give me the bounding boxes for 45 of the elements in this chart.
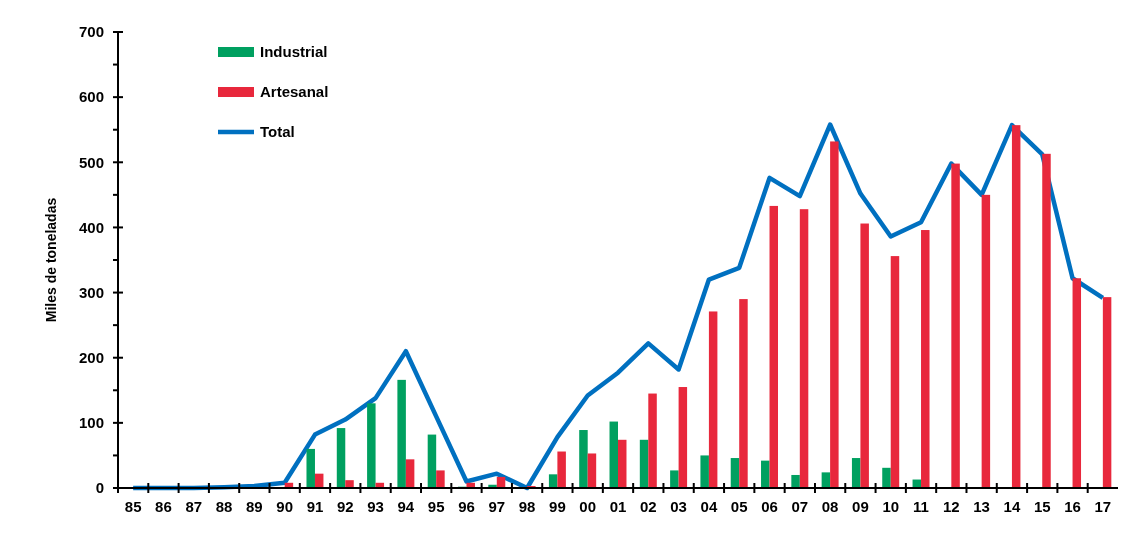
x-tick-label: 10 <box>882 498 900 515</box>
x-tick-label: 17 <box>1094 498 1112 515</box>
x-tick-label: 11 <box>913 498 929 515</box>
x-tick-label: 06 <box>761 498 778 515</box>
legend-label: Industrial <box>260 43 328 61</box>
x-tick-label: 98 <box>518 498 536 515</box>
x-tick-label: 90 <box>276 498 294 515</box>
x-tick-label: 01 <box>609 498 627 515</box>
y-tick-label: 200 <box>78 348 104 366</box>
x-tick-label: 89 <box>246 498 263 515</box>
y-tick-label: 500 <box>78 153 104 171</box>
x-tick-label: 07 <box>791 498 809 515</box>
x-tick-label: 92 <box>336 498 354 515</box>
x-tick-label: 88 <box>215 498 233 515</box>
x-tick-label: 04 <box>700 498 718 515</box>
x-tick-label: 05 <box>730 498 748 515</box>
y-tick-label: 600 <box>78 88 104 106</box>
x-tick-label: 08 <box>821 498 839 515</box>
x-tick-label: 09 <box>852 498 869 515</box>
legend-label: Artesanal <box>260 83 329 101</box>
x-tick-label: 16 <box>1064 498 1081 515</box>
y-tick-label: 400 <box>78 218 104 236</box>
x-tick-label: 14 <box>1003 498 1021 515</box>
x-tick-label: 13 <box>973 498 990 515</box>
x-tick-label: 91 <box>306 498 324 515</box>
x-tick-label: 99 <box>549 498 566 515</box>
legend-label: Total <box>260 123 295 141</box>
x-tick-label: 96 <box>458 498 475 515</box>
x-tick-label: 87 <box>185 498 203 515</box>
y-tick-label: 700 <box>78 23 104 41</box>
x-tick-label: 02 <box>639 498 657 515</box>
x-tick-label: 93 <box>367 498 384 515</box>
x-tick-label: 95 <box>427 498 445 515</box>
y-axis-title: Miles de toneladas <box>43 197 59 323</box>
y-tick-label: 0 <box>95 479 104 497</box>
x-tick-label: 00 <box>579 498 597 515</box>
x-tick-label: 15 <box>1033 498 1051 515</box>
x-tick-label: 85 <box>124 498 142 515</box>
x-tick-label: 94 <box>397 498 415 515</box>
x-tick-label: 97 <box>488 498 506 515</box>
x-tick-label: 03 <box>670 498 687 515</box>
x-tick-label: 12 <box>942 498 960 515</box>
x-tick-label: 86 <box>155 498 172 515</box>
y-tick-label: 300 <box>78 283 104 301</box>
y-tick-label: 100 <box>78 414 104 432</box>
